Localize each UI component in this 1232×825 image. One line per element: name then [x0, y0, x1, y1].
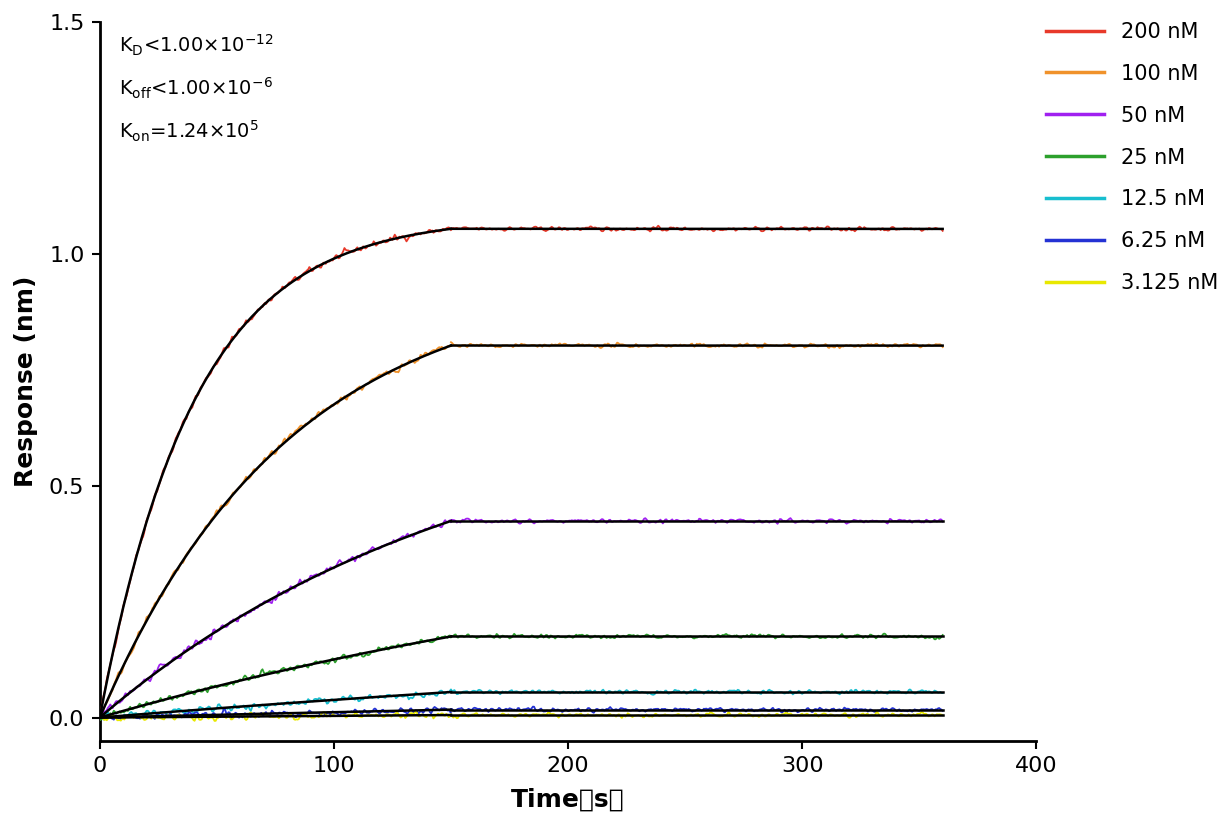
Legend: 200 nM, 100 nM, 50 nM, 25 nM, 12.5 nM, 6.25 nM, 3.125 nM: 200 nM, 100 nM, 50 nM, 25 nM, 12.5 nM, 6… — [1046, 22, 1218, 293]
Text: $\mathrm{K_D}$<1.00×10$^{-12}$
$\mathrm{K_{off}}$<1.00×10$^{-6}$
$\mathrm{K_{on}: $\mathrm{K_D}$<1.00×10$^{-12}$ $\mathrm{… — [118, 33, 274, 144]
Y-axis label: Response (nm): Response (nm) — [14, 276, 38, 487]
X-axis label: Time（s）: Time（s） — [511, 787, 625, 811]
